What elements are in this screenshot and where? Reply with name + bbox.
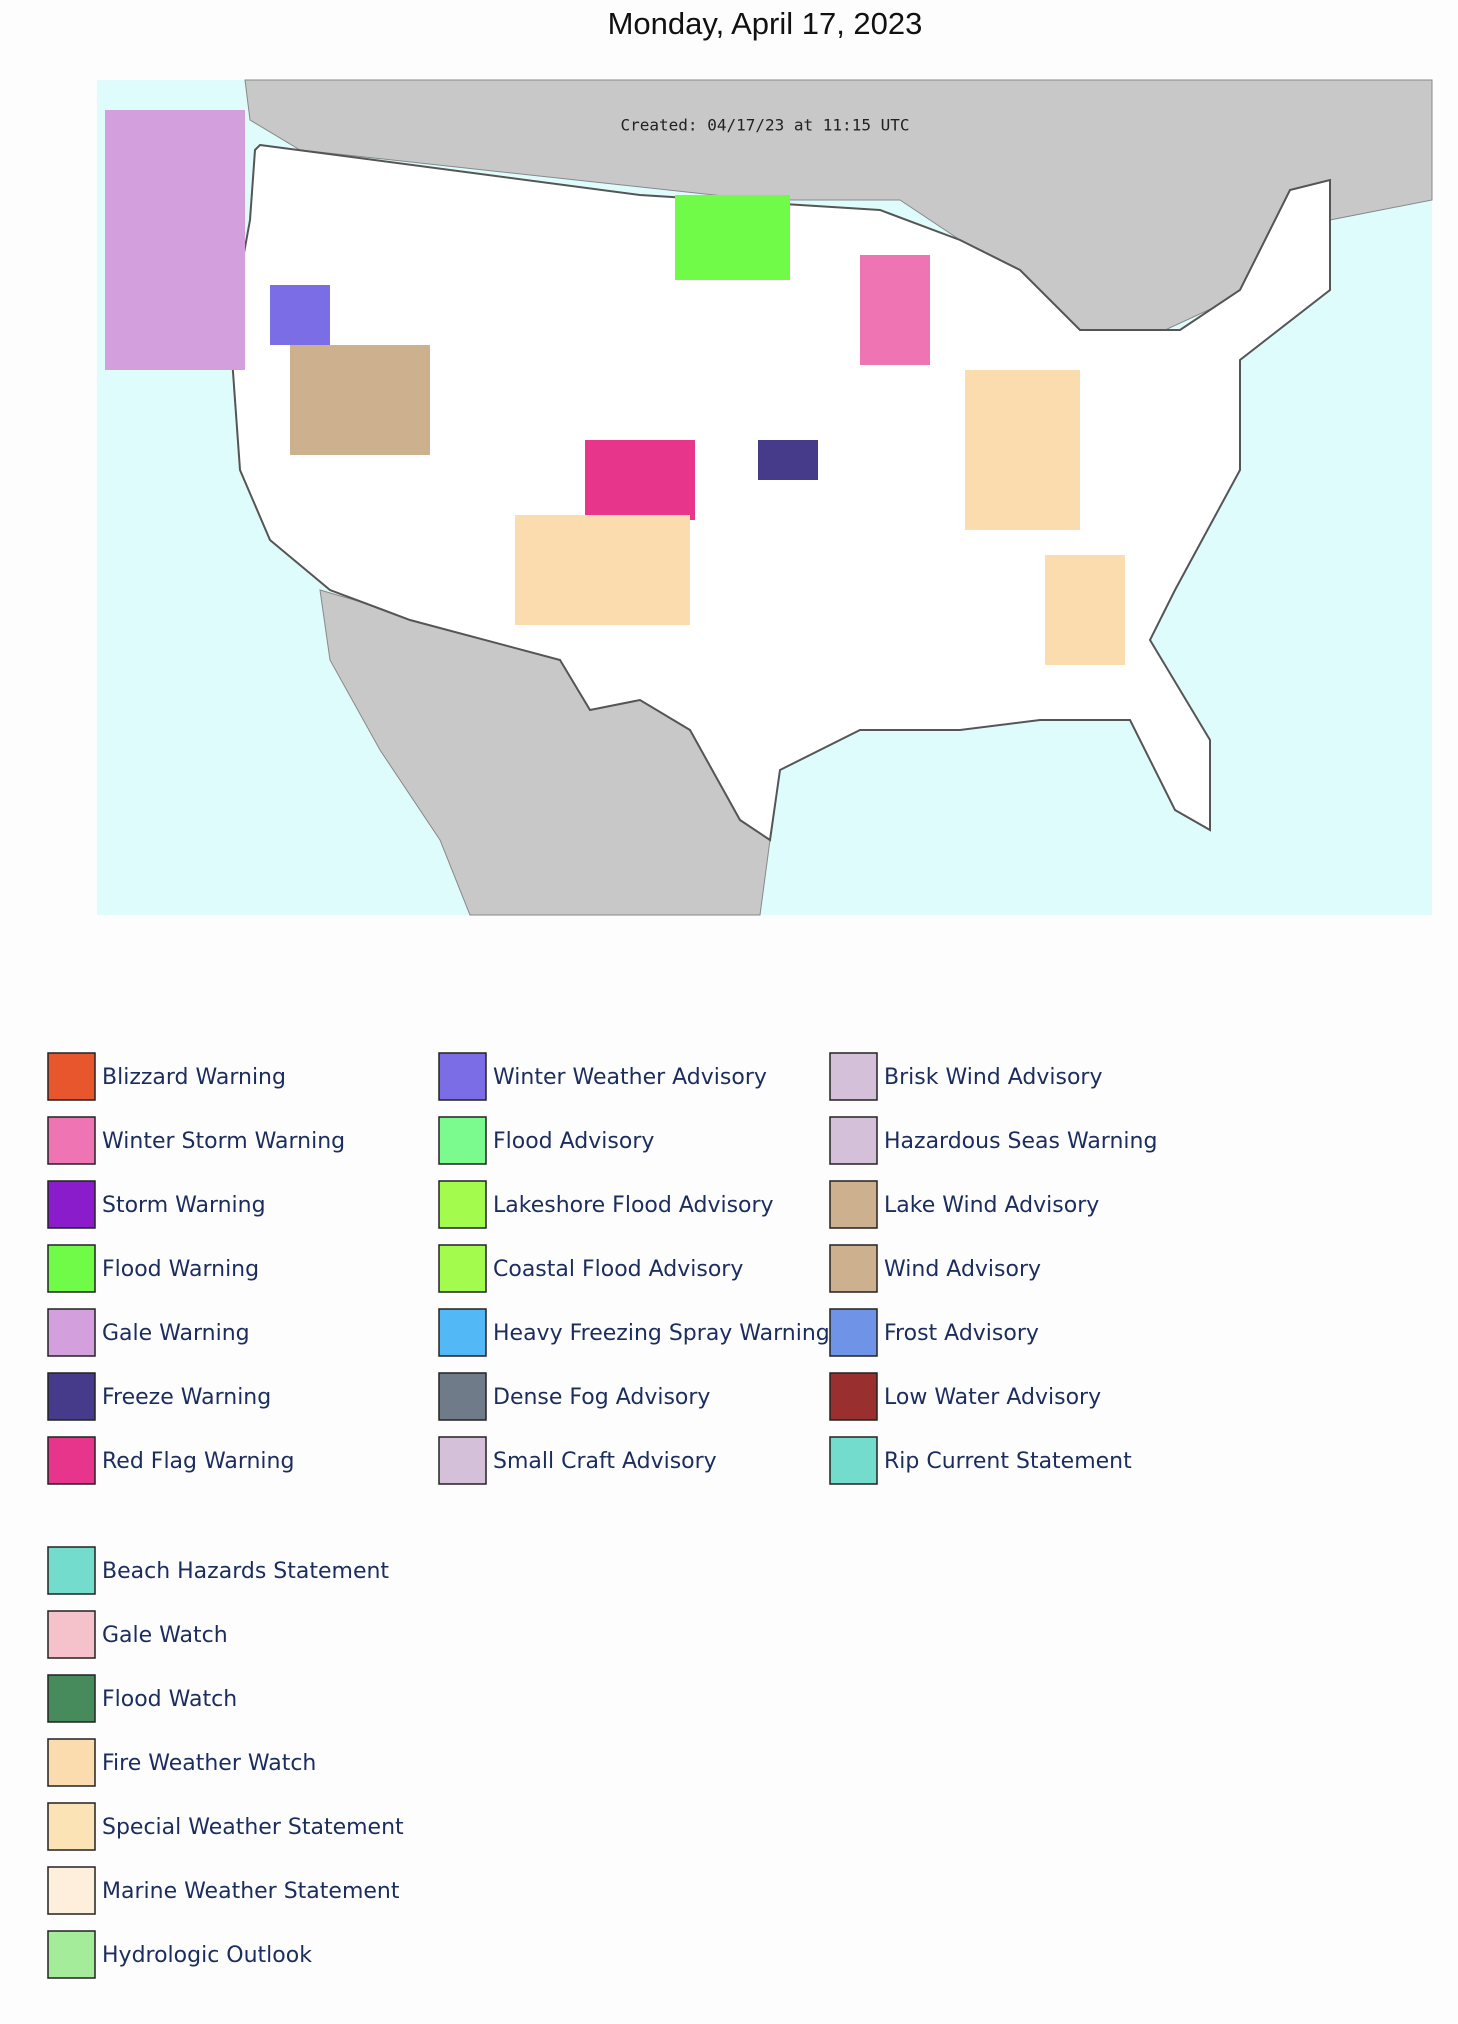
legend-swatch bbox=[47, 1308, 96, 1357]
legend-label: Beach Hazards Statement bbox=[102, 1559, 389, 1584]
legend-label: Brisk Wind Advisory bbox=[884, 1065, 1102, 1090]
legend-label: Low Water Advisory bbox=[884, 1385, 1101, 1410]
page-title: Monday, April 17, 2023 bbox=[608, 6, 923, 41]
legend-label: Flood Advisory bbox=[493, 1129, 654, 1154]
created-stamp: Created: 04/17/23 at 11:15 UTC bbox=[621, 116, 910, 135]
legend-label: Flood Warning bbox=[102, 1257, 259, 1282]
legend-label: Wind Advisory bbox=[884, 1257, 1041, 1282]
legend-label: Dense Fog Advisory bbox=[493, 1385, 710, 1410]
flood-area bbox=[675, 195, 790, 280]
legend-label: Storm Warning bbox=[102, 1193, 266, 1218]
legend-swatch bbox=[438, 1116, 487, 1165]
legend-swatch bbox=[829, 1436, 878, 1485]
legend-swatch bbox=[829, 1372, 878, 1421]
legend-label: Fire Weather Watch bbox=[102, 1751, 316, 1776]
legend-label: Gale Warning bbox=[102, 1321, 250, 1346]
legend-swatch bbox=[47, 1180, 96, 1229]
legend-swatch bbox=[438, 1372, 487, 1421]
legend-swatch bbox=[47, 1546, 96, 1595]
legend-label: Flood Watch bbox=[102, 1687, 237, 1712]
legend-label: Red Flag Warning bbox=[102, 1449, 294, 1474]
legend-swatch bbox=[829, 1180, 878, 1229]
legend-swatch bbox=[47, 1738, 96, 1787]
red-flag-area bbox=[585, 440, 695, 520]
winter-weather-area bbox=[270, 285, 330, 345]
legend-swatch bbox=[47, 1610, 96, 1659]
legend-label: Freeze Warning bbox=[102, 1385, 271, 1410]
legend-label: Special Weather Statement bbox=[102, 1815, 404, 1840]
legend-swatch bbox=[829, 1116, 878, 1165]
legend-label: Small Craft Advisory bbox=[493, 1449, 717, 1474]
legend-swatch bbox=[47, 1802, 96, 1851]
legend-swatch bbox=[47, 1244, 96, 1293]
map: Created: 04/17/23 at 11:15 UTC bbox=[97, 79, 1433, 916]
winter-storm-area bbox=[860, 255, 930, 365]
legend-swatch bbox=[438, 1436, 487, 1485]
legend: Blizzard Warning Winter Storm Warning Stor… bbox=[47, 1052, 1157, 1979]
legend-label: Lake Wind Advisory bbox=[884, 1193, 1099, 1218]
legend-label: Coastal Flood Advisory bbox=[493, 1257, 743, 1282]
legend-label: Blizzard Warning bbox=[102, 1065, 286, 1090]
legend-label: Heavy Freezing Spray Warning bbox=[493, 1321, 830, 1346]
legend-swatch bbox=[438, 1308, 487, 1357]
legend-swatch bbox=[47, 1866, 96, 1915]
legend-swatch bbox=[47, 1372, 96, 1421]
gale-area bbox=[105, 110, 245, 370]
special-weather-area bbox=[965, 370, 1080, 530]
legend-label: Rip Current Statement bbox=[884, 1449, 1132, 1474]
legend-swatch bbox=[829, 1244, 878, 1293]
legend-label: Winter Weather Advisory bbox=[493, 1065, 767, 1090]
legend-swatch bbox=[47, 1052, 96, 1101]
wind-area bbox=[290, 345, 430, 455]
legend-label: Hazardous Seas Warning bbox=[884, 1129, 1157, 1154]
legend-swatch bbox=[47, 1116, 96, 1165]
legend-swatch bbox=[829, 1052, 878, 1101]
legend-label: Lakeshore Flood Advisory bbox=[493, 1193, 774, 1218]
legend-swatch bbox=[438, 1180, 487, 1229]
legend-swatch bbox=[47, 1930, 96, 1979]
legend-swatch bbox=[47, 1436, 96, 1485]
legend-label: Gale Watch bbox=[102, 1623, 228, 1648]
legend-label: Winter Storm Warning bbox=[102, 1129, 345, 1154]
legend-swatch bbox=[438, 1052, 487, 1101]
legend-label: Frost Advisory bbox=[884, 1321, 1039, 1346]
legend-swatch bbox=[829, 1308, 878, 1357]
legend-label: Hydrologic Outlook bbox=[102, 1943, 312, 1968]
fire-weather-area bbox=[515, 515, 690, 625]
legend-label: Marine Weather Statement bbox=[102, 1879, 400, 1904]
usa bbox=[228, 143, 1331, 842]
freeze-area bbox=[758, 440, 818, 480]
legend-swatch bbox=[47, 1674, 96, 1723]
special-weather-area bbox=[1045, 555, 1125, 665]
legend-swatch bbox=[438, 1244, 487, 1293]
